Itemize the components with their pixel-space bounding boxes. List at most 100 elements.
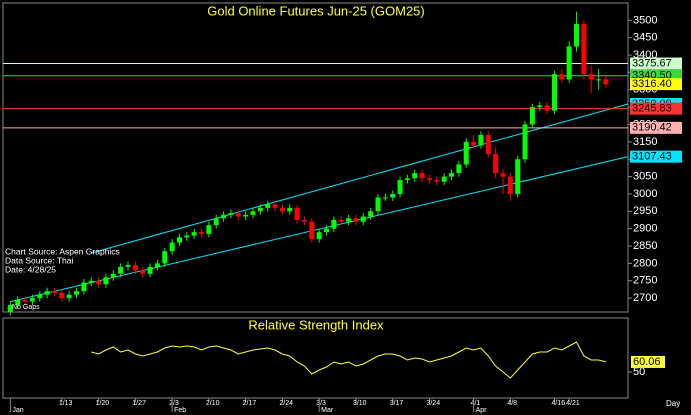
candle-body	[191, 232, 197, 236]
level-box	[630, 102, 682, 115]
candle-body	[331, 219, 337, 229]
candle-body	[346, 218, 352, 222]
candle-body	[449, 173, 455, 177]
x-tick-label: 4/1	[471, 400, 481, 407]
candle-body	[382, 197, 388, 199]
x-tick-label: 2/24	[279, 400, 293, 407]
x-tick-label: 1/20	[96, 400, 110, 407]
candle-body	[140, 270, 146, 274]
candle-body	[485, 134, 491, 155]
level-label: 3375.67	[632, 57, 672, 69]
month-label: Feb	[174, 407, 186, 414]
candle-body	[338, 219, 344, 222]
level-box	[630, 121, 682, 134]
gap-note: No Gaps	[12, 304, 40, 311]
candle-body	[44, 291, 50, 295]
candle-body	[88, 280, 94, 283]
candle-body	[500, 173, 506, 177]
x-tick-label: 3/17	[390, 400, 404, 407]
candle-body	[118, 266, 124, 274]
candle-body	[390, 193, 396, 198]
candle-body	[404, 178, 410, 181]
y-tick-label: 3500	[633, 14, 657, 26]
candle-body	[265, 204, 271, 208]
y-tick-label: 2900	[633, 223, 657, 235]
candle-body	[221, 214, 227, 219]
level-label: 3107.43	[632, 151, 672, 163]
candle-body	[250, 211, 256, 215]
candle-body	[59, 292, 65, 299]
candle-body	[324, 228, 330, 233]
candle-body	[375, 197, 381, 212]
candle-body	[456, 164, 462, 174]
candle-body	[176, 237, 182, 243]
candle-body	[243, 214, 249, 217]
candle-body	[544, 105, 550, 111]
candle-body	[301, 219, 307, 222]
y-tick-label: 2800	[633, 257, 657, 269]
candle-body	[199, 232, 205, 234]
indicator-line	[91, 341, 607, 379]
y-tick-label: 3450	[633, 32, 657, 44]
candle-body	[551, 74, 557, 111]
candle-body	[316, 232, 322, 240]
candle-body	[507, 176, 513, 194]
candle-body	[147, 266, 153, 274]
period-label: Day	[666, 399, 680, 408]
candle-body	[566, 46, 572, 80]
candle-body	[125, 265, 131, 267]
candle-body	[581, 23, 587, 75]
x-tick-label: 4/8	[507, 400, 517, 407]
candle-body	[154, 263, 160, 267]
candle-body	[596, 79, 602, 81]
y-tick-label: 3000	[633, 188, 657, 200]
candle-body	[15, 299, 21, 306]
trend-line	[91, 103, 629, 254]
x-tick-label: 3/24	[426, 400, 440, 407]
candle-body	[213, 218, 219, 226]
candle-body	[368, 211, 374, 217]
x-tick-label: 2/17	[243, 400, 257, 407]
note: Chart Source: Aspen Graphics	[5, 246, 120, 256]
candle-body	[22, 299, 28, 302]
candle-body	[574, 23, 580, 47]
x-tick-label: 1/27	[132, 400, 146, 407]
candle-body	[294, 207, 300, 220]
candle-body	[66, 294, 72, 299]
month-label: Apr	[476, 407, 488, 414]
indicator-panel	[2, 317, 629, 399]
candle-body	[463, 141, 469, 165]
candle-body	[360, 216, 366, 222]
candle-body	[279, 207, 285, 212]
candle-body	[397, 180, 403, 194]
x-tick-label: 3/3	[316, 400, 326, 407]
level-label: 3316.40	[632, 78, 672, 90]
candle-body	[353, 218, 359, 222]
x-tick-label: 2/3	[169, 400, 179, 407]
x-tick-label: 2/10	[206, 400, 220, 407]
candle-body	[37, 294, 43, 299]
candle-body	[206, 225, 212, 234]
candle-body	[471, 141, 477, 146]
y-tick-label: 3050	[633, 171, 657, 183]
y-tick-label: 2850	[633, 240, 657, 252]
candle-body	[29, 298, 35, 302]
indicator-title: Relative Strength Index	[248, 317, 384, 332]
candle-body	[529, 107, 535, 125]
candle-body	[309, 221, 315, 240]
y-tick-label: 2700	[633, 292, 657, 304]
candle-body	[257, 207, 263, 212]
candle-body	[588, 74, 594, 80]
level-box	[630, 57, 682, 70]
candle-body	[412, 173, 418, 179]
candle-body	[81, 282, 87, 292]
level-label: 3245.83	[632, 103, 672, 115]
candle-body	[434, 180, 440, 182]
candle-body	[426, 178, 432, 181]
candle-body	[103, 277, 109, 285]
x-tick-label: 3/10	[353, 400, 367, 407]
candle-body	[7, 305, 13, 312]
note: Data Source: Thai	[5, 255, 73, 265]
level-label: 3190.42	[632, 122, 672, 134]
plot-layer: 2700275028002850290029503000305031003150…	[3, 11, 682, 414]
